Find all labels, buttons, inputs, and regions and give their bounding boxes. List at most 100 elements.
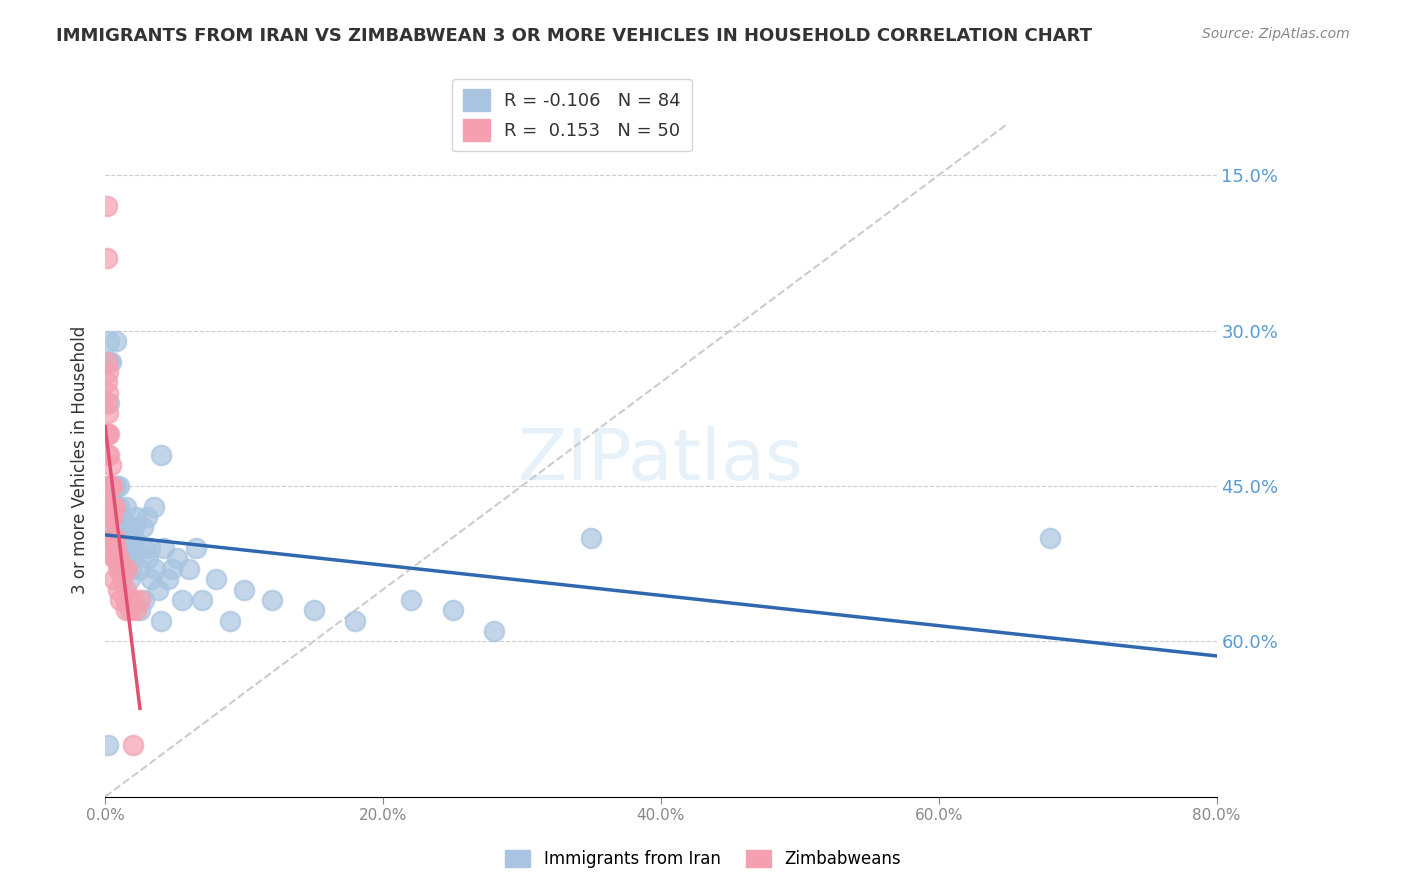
Point [101, 510, 124, 524]
Point [100, 500, 122, 514]
Point [101, 500, 124, 514]
Point [104, 551, 127, 566]
Point [108, 562, 131, 576]
Point [103, 572, 125, 586]
Point [142, 500, 165, 514]
Point [1039, 531, 1062, 545]
Point [149, 614, 172, 628]
Point [110, 510, 132, 524]
Point [97, 406, 120, 420]
Point [110, 531, 132, 545]
Point [156, 572, 179, 586]
Point [118, 541, 141, 555]
Point [132, 520, 155, 534]
Point [108, 479, 131, 493]
Point [581, 531, 603, 545]
Point [108, 541, 131, 555]
Point [111, 520, 134, 534]
Point [107, 541, 129, 555]
Point [129, 603, 152, 617]
Point [441, 603, 464, 617]
Point [219, 614, 242, 628]
Point [114, 541, 136, 555]
Point [120, 603, 142, 617]
Point [96, 354, 118, 368]
Point [97, 738, 120, 752]
Point [97, 510, 120, 524]
Point [101, 479, 124, 493]
Point [120, 572, 142, 586]
Point [399, 592, 422, 607]
Point [110, 592, 132, 607]
Point [125, 603, 148, 617]
Point [98, 448, 121, 462]
Point [103, 531, 125, 545]
Point [129, 592, 152, 607]
Point [104, 479, 127, 493]
Point [105, 541, 128, 555]
Point [100, 354, 122, 368]
Point [111, 572, 134, 586]
Point [105, 551, 128, 566]
Point [138, 541, 160, 555]
Point [135, 510, 157, 524]
Point [98, 396, 121, 410]
Point [98, 479, 121, 493]
Point [111, 551, 134, 566]
Point [101, 541, 124, 555]
Point [98, 334, 121, 348]
Point [124, 592, 146, 607]
Point [132, 541, 155, 555]
Point [107, 562, 129, 576]
Point [114, 531, 136, 545]
Point [260, 592, 283, 607]
Point [482, 624, 505, 638]
Point [112, 531, 135, 545]
Point [122, 551, 145, 566]
Point [115, 500, 138, 514]
Point [96, 251, 118, 265]
Point [117, 562, 139, 576]
Point [120, 551, 142, 566]
Point [98, 427, 121, 442]
Point [105, 334, 128, 348]
Point [108, 551, 131, 566]
Point [100, 479, 122, 493]
Point [98, 500, 121, 514]
Point [96, 396, 118, 410]
Point [107, 520, 129, 534]
Point [143, 562, 166, 576]
Point [117, 531, 139, 545]
Point [129, 562, 152, 576]
Point [98, 510, 121, 524]
Point [108, 520, 131, 534]
Point [104, 531, 127, 545]
Point [100, 531, 122, 545]
Point [146, 582, 169, 597]
Point [233, 582, 256, 597]
Point [132, 592, 155, 607]
Point [107, 531, 129, 545]
Point [103, 520, 125, 534]
Point [121, 541, 143, 555]
Text: ZIPatlas: ZIPatlas [517, 425, 804, 494]
Point [117, 562, 139, 576]
Point [115, 582, 138, 597]
Point [105, 541, 128, 555]
Point [125, 510, 148, 524]
Point [101, 489, 124, 503]
Point [97, 365, 120, 379]
Point [108, 500, 131, 514]
Point [114, 592, 136, 607]
Point [112, 541, 135, 555]
Point [124, 531, 146, 545]
Point [136, 551, 159, 566]
Point [97, 427, 120, 442]
Point [177, 562, 200, 576]
Point [122, 738, 145, 752]
Point [97, 479, 120, 493]
Point [96, 199, 118, 213]
Point [105, 510, 128, 524]
Text: Source: ZipAtlas.com: Source: ZipAtlas.com [1202, 27, 1350, 41]
Point [103, 531, 125, 545]
